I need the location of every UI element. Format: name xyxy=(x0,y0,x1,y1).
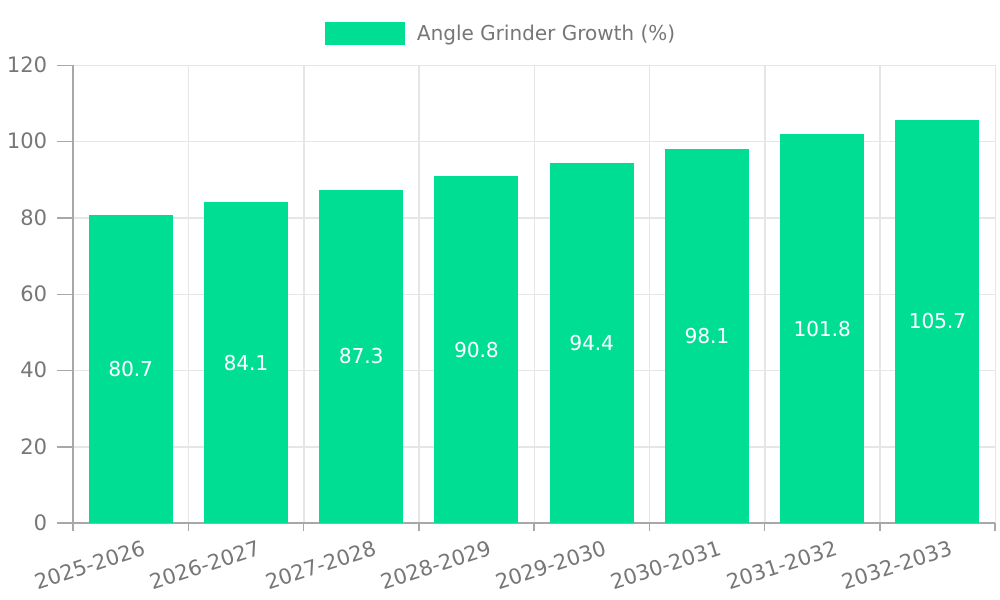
x-axis-tick xyxy=(302,523,305,531)
y-axis-tick xyxy=(57,140,73,143)
bar-2025-2026: 80.7 xyxy=(88,214,173,523)
chart-legend: Angle Grinder Growth (%) xyxy=(0,22,1000,45)
bar-2028-2029: 90.8 xyxy=(434,176,519,523)
y-axis-tick xyxy=(57,369,73,372)
y-axis-tick-label: 0 xyxy=(33,511,47,535)
x-axis-tick xyxy=(187,523,189,531)
x-axis-tick xyxy=(648,523,650,531)
x-axis-category-label: 2028-2029 xyxy=(377,536,494,595)
y-axis-tick-label: 100 xyxy=(6,129,47,154)
x-gridline xyxy=(648,65,651,523)
x-gridline xyxy=(879,65,881,523)
y-axis-tick-label: 60 xyxy=(20,282,47,306)
x-axis-category-label: 2025-2026 xyxy=(31,536,149,595)
y-axis-tick-label: 20 xyxy=(20,434,47,459)
bar-value-label: 101.8 xyxy=(793,316,851,341)
x-axis-tick xyxy=(994,523,996,531)
x-axis-tick xyxy=(533,523,535,531)
bar-2027-2028: 87.3 xyxy=(319,189,404,523)
bar-2030-2031: 98.1 xyxy=(664,148,749,523)
legend-swatch-icon xyxy=(324,22,405,45)
x-axis-tick xyxy=(418,523,420,531)
x-gridline xyxy=(418,65,420,523)
y-axis-tick xyxy=(57,64,73,66)
y-axis-tick-label: 120 xyxy=(6,53,47,77)
legend-item-angle-grinder-growth[interactable]: Angle Grinder Growth (%) xyxy=(324,21,676,45)
x-axis-category-label: 2032-2033 xyxy=(838,536,955,595)
x-gridline xyxy=(187,65,190,523)
x-gridline xyxy=(994,65,996,523)
x-axis-line xyxy=(57,522,995,524)
bar-value-label: 80.7 xyxy=(108,356,153,381)
bar-2031-2032: 101.8 xyxy=(780,134,865,523)
y-axis-tick-label: 80 xyxy=(20,205,47,230)
bar-2026-2027: 84.1 xyxy=(203,202,288,523)
x-gridline xyxy=(764,65,766,523)
y-axis-tick xyxy=(57,446,73,448)
x-axis-category-label: 2026-2027 xyxy=(147,536,264,595)
x-axis-category-label: 2030-2031 xyxy=(608,536,725,595)
bar-value-label: 90.8 xyxy=(454,337,499,362)
x-axis-category-label: 2029-2030 xyxy=(492,536,610,595)
bar-2029-2030: 94.4 xyxy=(549,162,634,523)
y-axis-tick-label: 40 xyxy=(20,358,47,383)
x-gridline xyxy=(303,65,305,523)
bar-value-label: 87.3 xyxy=(338,344,384,369)
x-axis-category-label: 2027-2028 xyxy=(262,536,379,595)
bar-value-label: 84.1 xyxy=(223,350,269,375)
y-axis-tick xyxy=(57,293,73,295)
x-axis-tick xyxy=(763,523,766,531)
legend-label: Angle Grinder Growth (%) xyxy=(416,21,676,45)
y-axis-tick xyxy=(57,217,73,219)
x-axis-tick xyxy=(879,523,881,531)
x-axis-category-label: 2031-2032 xyxy=(723,536,840,595)
x-gridline xyxy=(533,65,535,523)
bar-value-label: 94.4 xyxy=(569,330,614,355)
bar-value-label: 98.1 xyxy=(684,323,730,348)
y-axis-line xyxy=(72,65,74,531)
bar-2032-2033: 105.7 xyxy=(895,119,980,523)
bar-value-label: 105.7 xyxy=(908,309,966,334)
